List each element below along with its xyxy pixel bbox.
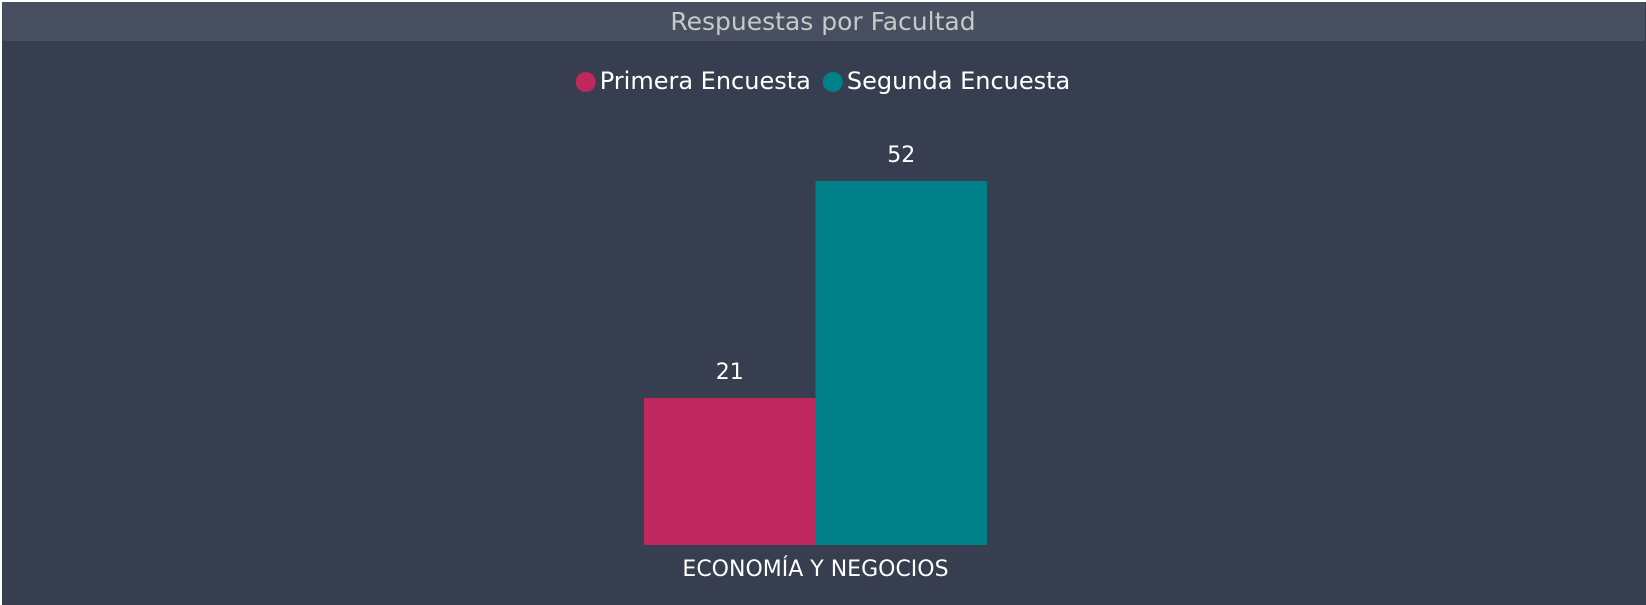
bar <box>644 398 816 545</box>
data-label: 52 <box>887 143 915 168</box>
legend-label: Segunda Encuesta <box>847 67 1070 95</box>
legend-marker <box>575 72 596 92</box>
data-label: 21 <box>716 360 744 385</box>
legend-label: Primera Encuesta <box>600 67 811 95</box>
title-bar <box>1 1 1645 41</box>
legend-marker <box>822 72 843 92</box>
chart-title: Respuestas por Facultad <box>670 7 975 36</box>
bar <box>815 181 987 545</box>
x-tick-label: ECONOMÍA Y NEGOCIOS <box>682 556 948 582</box>
